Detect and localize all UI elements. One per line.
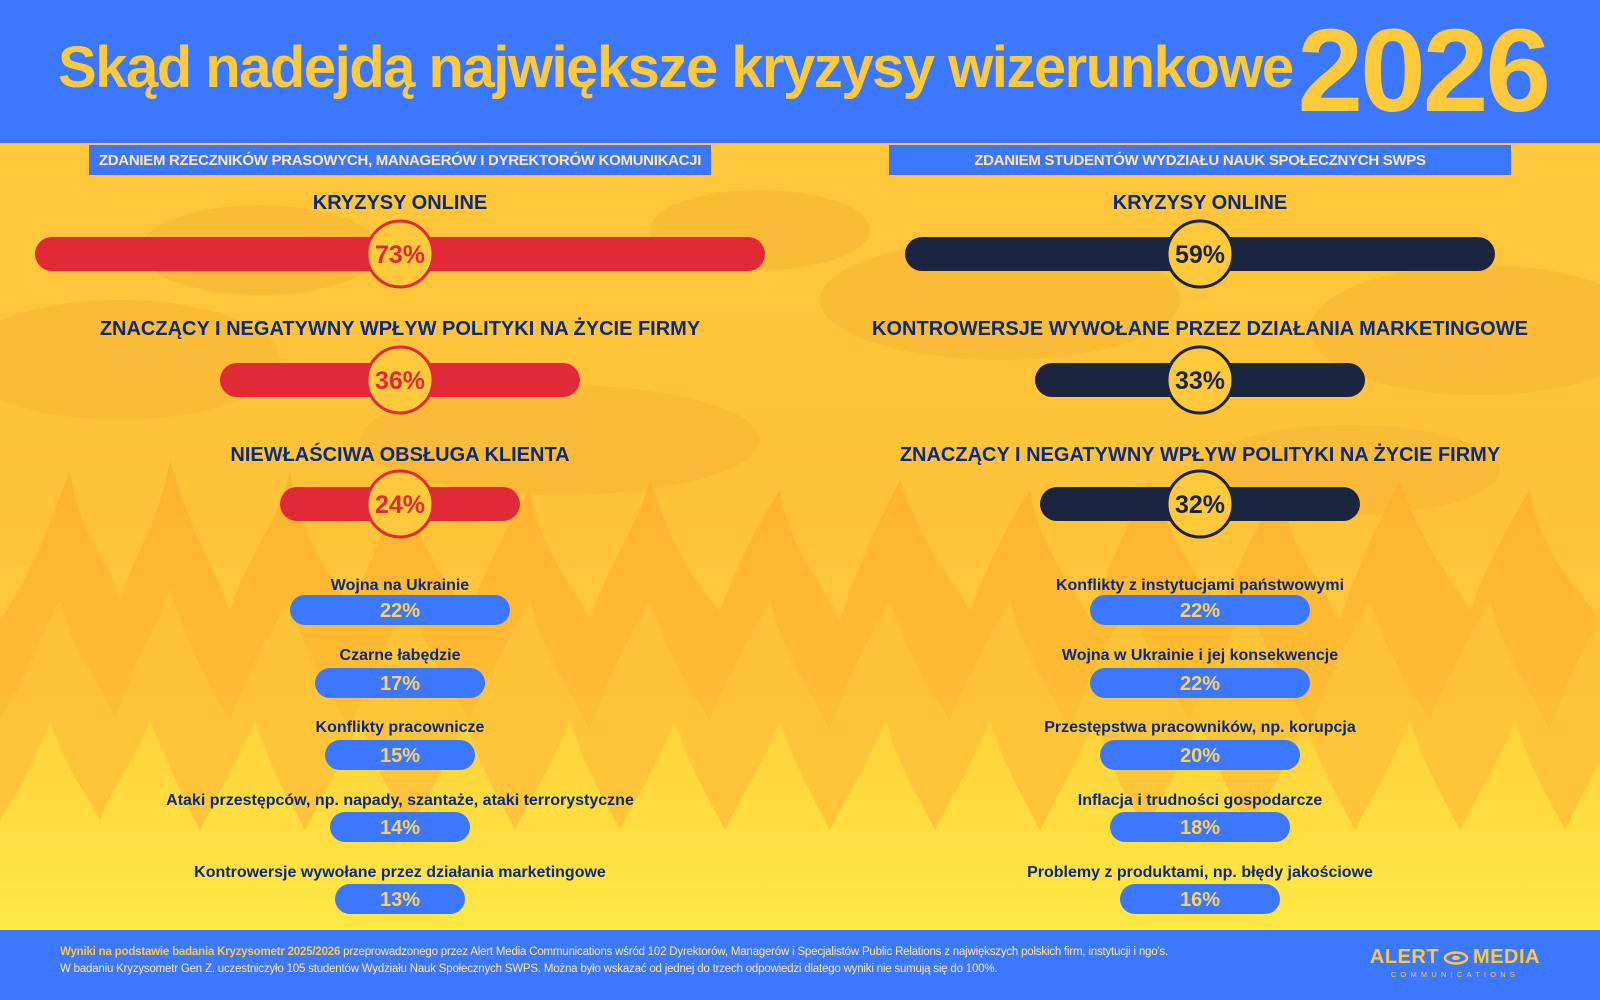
- left-column-header: ZDANIEM RZECZNIKÓW PRASOWYCH, MANAGERÓW …: [89, 145, 711, 175]
- logo-ring-icon: [1443, 950, 1469, 965]
- left-bar-8: [335, 884, 465, 914]
- left-bar-5: [315, 668, 485, 698]
- right-category-label-4: Konflikty z instytucjami państwowymi: [1056, 577, 1344, 594]
- left-category-label-1: KRYZYSY ONLINE: [313, 192, 487, 214]
- page-title: Skąd nadejdą największe kryzysy wizerunk…: [58, 35, 1294, 100]
- footer-note-rest: przeprowadzonego przez Alert Media Commu…: [340, 946, 1168, 958]
- right-value-label-1: 59%: [1175, 241, 1225, 269]
- right-value-label-6: 20%: [1180, 745, 1220, 767]
- left-value-circle-2: [365, 345, 435, 415]
- left-value-label-2: 36%: [375, 367, 425, 395]
- logo-text-left: ALERT: [1369, 946, 1440, 968]
- right-value-circle-2: [1165, 345, 1235, 415]
- right-bar-7: [1110, 812, 1290, 842]
- footer-note-1: Wyniki na podstawie badania Kryzysometr …: [60, 946, 1168, 958]
- right-bar-4: [1090, 595, 1310, 625]
- left-value-circle-3: [365, 469, 435, 539]
- right-value-label-4: 22%: [1180, 600, 1220, 622]
- footer-note-bold: Wyniki na podstawie badania Kryzysometr …: [60, 946, 341, 958]
- right-category-label-2: KONTROWERSJE WYWOŁANE PRZEZ DZIAŁANIA MA…: [872, 318, 1528, 340]
- right-column-header: ZDANIEM STUDENTÓW WYDZIAŁU NAUK SPOŁECZN…: [889, 145, 1511, 175]
- left-value-label-1: 73%: [375, 241, 425, 269]
- right-bar-5: [1090, 668, 1310, 698]
- left-category-label-4: Wojna na Ukrainie: [331, 577, 470, 594]
- left-category-label-5: Czarne łabędzie: [340, 647, 461, 664]
- left-bar-7: [330, 812, 470, 842]
- left-category-label-7: Ataki przestępców, np. napady, szantaże,…: [166, 792, 634, 809]
- logo-text-right: MEDIA: [1473, 946, 1540, 968]
- left-value-label-7: 14%: [380, 817, 420, 839]
- left-value-label-4: 22%: [380, 600, 420, 622]
- footer: Wyniki na podstawie badania Kryzysometr …: [0, 930, 1600, 1000]
- footer-note-2: W badaniu Kryzysometr Gen Z. uczestniczy…: [60, 963, 998, 975]
- left-category-label-8: Kontrowersje wywołane przez działania ma…: [194, 864, 606, 881]
- right-category-label-3: ZNACZĄCY I NEGATYWNY WPŁYW POLITYKI NA Ż…: [900, 443, 1501, 466]
- right-category-label-1: KRYZYSY ONLINE: [1113, 192, 1287, 214]
- right-category-label-5: Wojna w Ukrainie i jej konsekwencje: [1062, 647, 1338, 664]
- left-bar-4: [290, 595, 510, 625]
- left-value-label-8: 13%: [380, 889, 420, 911]
- left-value-circle-1: [365, 219, 435, 289]
- left-bar-6: [325, 740, 475, 770]
- header-band: Skąd nadejdą największe kryzysy wizerunk…: [0, 0, 1600, 143]
- year-label: 2026: [1297, 5, 1551, 137]
- right-value-label-5: 22%: [1180, 673, 1220, 695]
- left-value-label-5: 17%: [380, 673, 420, 695]
- alert-media-logo: ALERT MEDIA COMMUNICATIONS: [1370, 946, 1540, 979]
- left-category-label-6: Konflikty pracownicze: [316, 719, 485, 736]
- right-category-label-6: Przestępstwa pracowników, np. korupcja: [1044, 719, 1356, 736]
- right-value-circle-3: [1165, 469, 1235, 539]
- right-bar-6: [1100, 740, 1300, 770]
- right-value-label-7: 18%: [1180, 817, 1220, 839]
- left-category-label-2: ZNACZĄCY I NEGATYWNY WPŁYW POLITYKI NA Ż…: [100, 317, 701, 340]
- left-value-label-6: 15%: [380, 745, 420, 767]
- left-value-label-3: 24%: [375, 491, 425, 519]
- left-category-label-3: NIEWŁAŚCIWA OBSŁUGA KLIENTA: [230, 442, 569, 466]
- right-bar-8: [1120, 884, 1280, 914]
- logo-subtitle: COMMUNICATIONS: [1390, 970, 1520, 979]
- right-value-label-8: 16%: [1180, 889, 1220, 911]
- right-category-label-8: Problemy z produktami, np. błędy jakości…: [1027, 864, 1373, 881]
- right-value-label-2: 33%: [1175, 367, 1225, 395]
- right-value-circle-1: [1165, 219, 1235, 289]
- right-category-label-7: Inflacja i trudności gospodarcze: [1078, 792, 1323, 809]
- right-value-label-3: 32%: [1175, 491, 1225, 519]
